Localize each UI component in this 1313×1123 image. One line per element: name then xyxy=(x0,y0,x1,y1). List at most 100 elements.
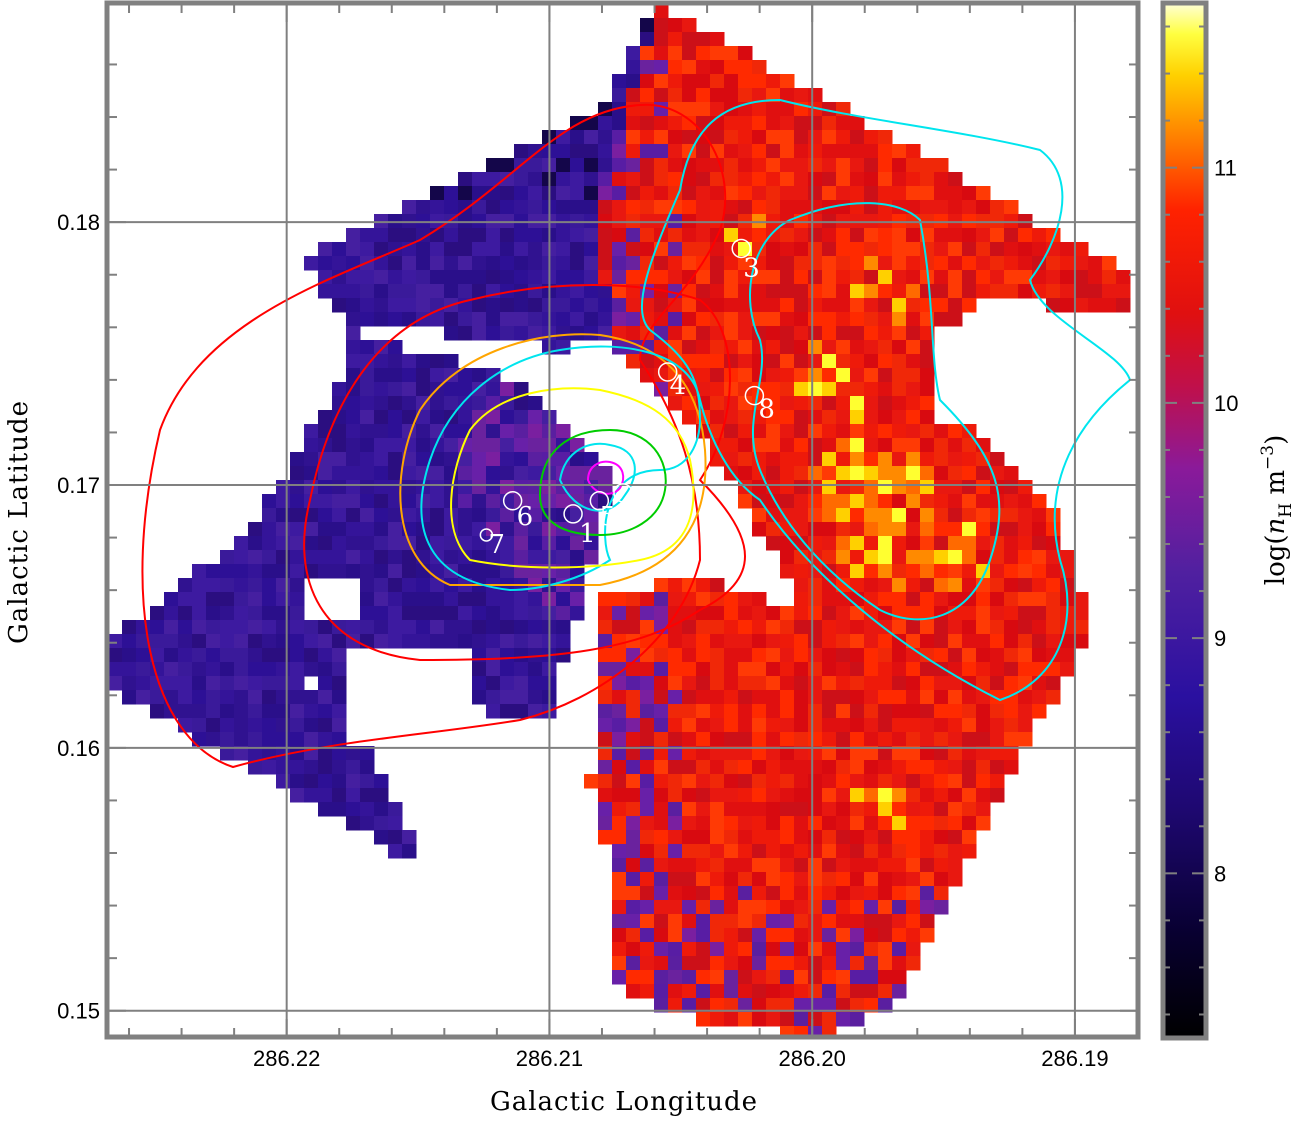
map-pixel xyxy=(178,704,193,719)
map-pixel xyxy=(332,732,347,747)
map-pixel xyxy=(388,620,403,635)
map-pixel xyxy=(808,158,823,173)
map-pixel xyxy=(598,130,613,145)
map-pixel xyxy=(528,452,543,467)
map-pixel xyxy=(710,284,725,299)
map-pixel xyxy=(528,522,543,537)
map-pixel xyxy=(836,452,851,467)
map-pixel xyxy=(472,438,487,453)
map-pixel xyxy=(962,690,977,705)
map-pixel xyxy=(612,284,627,299)
map-pixel xyxy=(808,130,823,145)
map-pixel xyxy=(864,816,879,831)
map-pixel xyxy=(178,606,193,621)
map-pixel xyxy=(1032,494,1047,509)
map-pixel xyxy=(290,662,305,677)
map-pixel xyxy=(724,368,739,383)
map-pixel xyxy=(948,228,963,243)
map-pixel xyxy=(836,760,851,775)
map-pixel xyxy=(1018,690,1033,705)
map-pixel xyxy=(696,746,711,761)
map-pixel xyxy=(822,424,837,439)
map-pixel xyxy=(346,368,361,383)
map-pixel xyxy=(640,74,655,89)
map-pixel xyxy=(864,340,879,355)
map-pixel xyxy=(920,690,935,705)
map-pixel xyxy=(626,130,641,145)
colorbar-label: log(nH m−3) xyxy=(1258,435,1296,585)
map-pixel xyxy=(864,704,879,719)
map-pixel xyxy=(794,956,809,971)
map-pixel xyxy=(318,256,333,271)
map-pixel xyxy=(388,438,403,453)
map-pixel xyxy=(612,298,627,313)
map-pixel xyxy=(192,634,207,649)
map-pixel xyxy=(654,956,669,971)
map-pixel xyxy=(696,158,711,173)
map-pixel xyxy=(1018,508,1033,523)
map-pixel xyxy=(640,256,655,271)
map-pixel xyxy=(976,676,991,691)
map-pixel xyxy=(836,438,851,453)
map-pixel xyxy=(864,564,879,579)
map-pixel xyxy=(962,452,977,467)
map-pixel xyxy=(1018,494,1033,509)
map-pixel xyxy=(472,228,487,243)
map-pixel xyxy=(556,326,571,341)
map-pixel xyxy=(346,508,361,523)
map-pixel xyxy=(892,550,907,565)
map-pixel xyxy=(836,900,851,915)
map-pixel xyxy=(668,60,683,75)
map-pixel xyxy=(444,620,459,635)
map-pixel xyxy=(808,410,823,425)
map-pixel xyxy=(948,648,963,663)
map-pixel xyxy=(318,550,333,565)
map-pixel xyxy=(878,536,893,551)
map-pixel xyxy=(822,242,837,257)
map-pixel xyxy=(360,536,375,551)
map-pixel xyxy=(766,242,781,257)
map-pixel xyxy=(710,802,725,817)
map-pixel xyxy=(1032,536,1047,551)
map-pixel xyxy=(500,158,515,173)
map-pixel xyxy=(388,256,403,271)
map-pixel xyxy=(892,270,907,285)
map-pixel xyxy=(192,704,207,719)
map-pixel xyxy=(990,634,1005,649)
y-tick-label: 0.15 xyxy=(57,999,100,1024)
map-pixel xyxy=(920,928,935,943)
map-pixel xyxy=(234,564,249,579)
map-pixel xyxy=(402,634,417,649)
map-pixel xyxy=(878,284,893,299)
map-pixel xyxy=(962,242,977,257)
map-pixel xyxy=(346,270,361,285)
map-pixel xyxy=(766,396,781,411)
map-pixel xyxy=(934,466,949,481)
map-pixel xyxy=(640,690,655,705)
map-pixel xyxy=(920,242,935,257)
map-pixel xyxy=(514,522,529,537)
map-pixel xyxy=(864,900,879,915)
map-pixel xyxy=(570,536,585,551)
map-pixel xyxy=(1060,284,1075,299)
map-pixel xyxy=(556,144,571,159)
map-pixel xyxy=(486,270,501,285)
map-pixel xyxy=(752,1012,767,1027)
map-pixel xyxy=(682,60,697,75)
map-pixel xyxy=(122,620,137,635)
map-pixel xyxy=(472,242,487,257)
map-pixel xyxy=(808,494,823,509)
map-pixel xyxy=(178,690,193,705)
map-pixel xyxy=(696,228,711,243)
map-pixel xyxy=(766,676,781,691)
map-pixel xyxy=(878,200,893,215)
map-pixel xyxy=(878,788,893,803)
map-pixel xyxy=(850,382,865,397)
map-pixel xyxy=(556,256,571,271)
map-pixel xyxy=(738,256,753,271)
map-pixel xyxy=(920,578,935,593)
map-pixel xyxy=(626,256,641,271)
map-pixel xyxy=(766,1012,781,1027)
map-pixel xyxy=(486,648,501,663)
map-pixel xyxy=(1060,256,1075,271)
